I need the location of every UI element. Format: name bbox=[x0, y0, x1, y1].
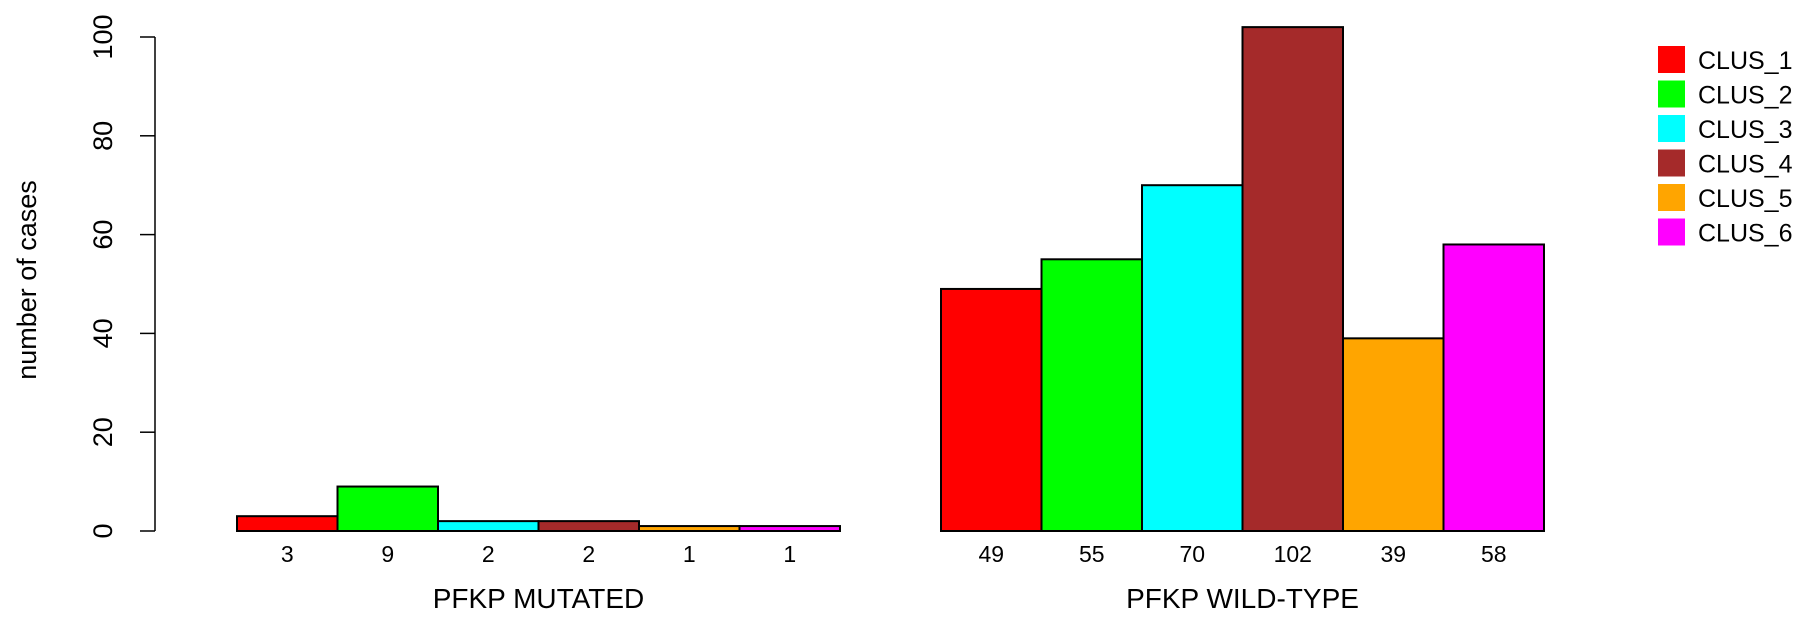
bar-value-label: 1 bbox=[683, 541, 696, 567]
bar-value-labels: 3 9 2 2 1 1 49 55 70 102 39 58 bbox=[281, 541, 1507, 567]
y-axis-title: number of cases bbox=[12, 180, 42, 380]
bar-value-label: 58 bbox=[1481, 541, 1507, 567]
y-tick-label: 100 bbox=[88, 14, 118, 59]
y-tick-label: 80 bbox=[88, 121, 118, 151]
bar-pfkp-wild-type-clus_6 bbox=[1442, 243, 1545, 532]
y-axis: 0 20 40 60 80 100 bbox=[88, 14, 156, 539]
bar-pfkp-wild-type-clus_1 bbox=[940, 287, 1043, 532]
bars-layer bbox=[236, 26, 1545, 533]
group-label: PFKP WILD-TYPE bbox=[1126, 583, 1359, 614]
bar-value-label: 39 bbox=[1380, 541, 1406, 567]
legend: CLUS_1 CLUS_2 CLUS_3 CLUS_4 CLUS_5 CLUS_6 bbox=[1658, 46, 1793, 248]
y-tick-label: 60 bbox=[88, 220, 118, 250]
bar-pfkp-mutated-clus_4 bbox=[537, 520, 640, 532]
legend-swatch bbox=[1658, 115, 1685, 142]
bar-pfkp-mutated-clus_3 bbox=[437, 520, 540, 532]
bar-value-label: 9 bbox=[381, 541, 394, 567]
bar-value-label: 2 bbox=[582, 541, 595, 567]
group-labels: PFKP MUTATED PFKP WILD-TYPE bbox=[433, 583, 1359, 614]
bar-value-label: 55 bbox=[1079, 541, 1105, 567]
legend-label: CLUS_5 bbox=[1698, 185, 1793, 213]
bar-pfkp-mutated-clus_6 bbox=[738, 525, 841, 532]
legend-label: CLUS_1 bbox=[1698, 47, 1793, 75]
legend-swatch bbox=[1658, 80, 1685, 108]
legend-label: CLUS_4 bbox=[1698, 151, 1793, 179]
bar-pfkp-wild-type-clus_2 bbox=[1040, 258, 1143, 532]
legend-swatch bbox=[1658, 218, 1685, 246]
legend-label: CLUS_3 bbox=[1698, 116, 1793, 144]
bar-pfkp-wild-type-clus_5 bbox=[1342, 337, 1445, 532]
bar-pfkp-wild-type-clus_3 bbox=[1141, 184, 1244, 532]
bar-value-label: 2 bbox=[482, 541, 495, 567]
legend-label: CLUS_6 bbox=[1698, 220, 1793, 248]
bar-value-label: 102 bbox=[1274, 541, 1312, 567]
bar-value-label: 1 bbox=[783, 541, 796, 567]
bar-value-label: 3 bbox=[281, 541, 294, 567]
y-tick-label: 40 bbox=[88, 318, 118, 348]
bar-value-label: 49 bbox=[978, 541, 1004, 567]
bar-value-label: 70 bbox=[1179, 541, 1205, 567]
bar-pfkp-mutated-clus_1 bbox=[236, 515, 339, 532]
legend-swatch bbox=[1658, 184, 1685, 211]
y-tick-label: 0 bbox=[88, 523, 118, 538]
group-label: PFKP MUTATED bbox=[433, 583, 645, 614]
legend-swatch bbox=[1658, 149, 1685, 177]
bar-pfkp-wild-type-clus_4 bbox=[1241, 26, 1344, 533]
bar-pfkp-mutated-clus_2 bbox=[336, 485, 439, 533]
legend-swatch bbox=[1658, 46, 1685, 73]
y-tick-label: 20 bbox=[88, 417, 118, 447]
legend-label: CLUS_2 bbox=[1698, 82, 1793, 110]
bar-pfkp-mutated-clus_5 bbox=[638, 525, 741, 532]
